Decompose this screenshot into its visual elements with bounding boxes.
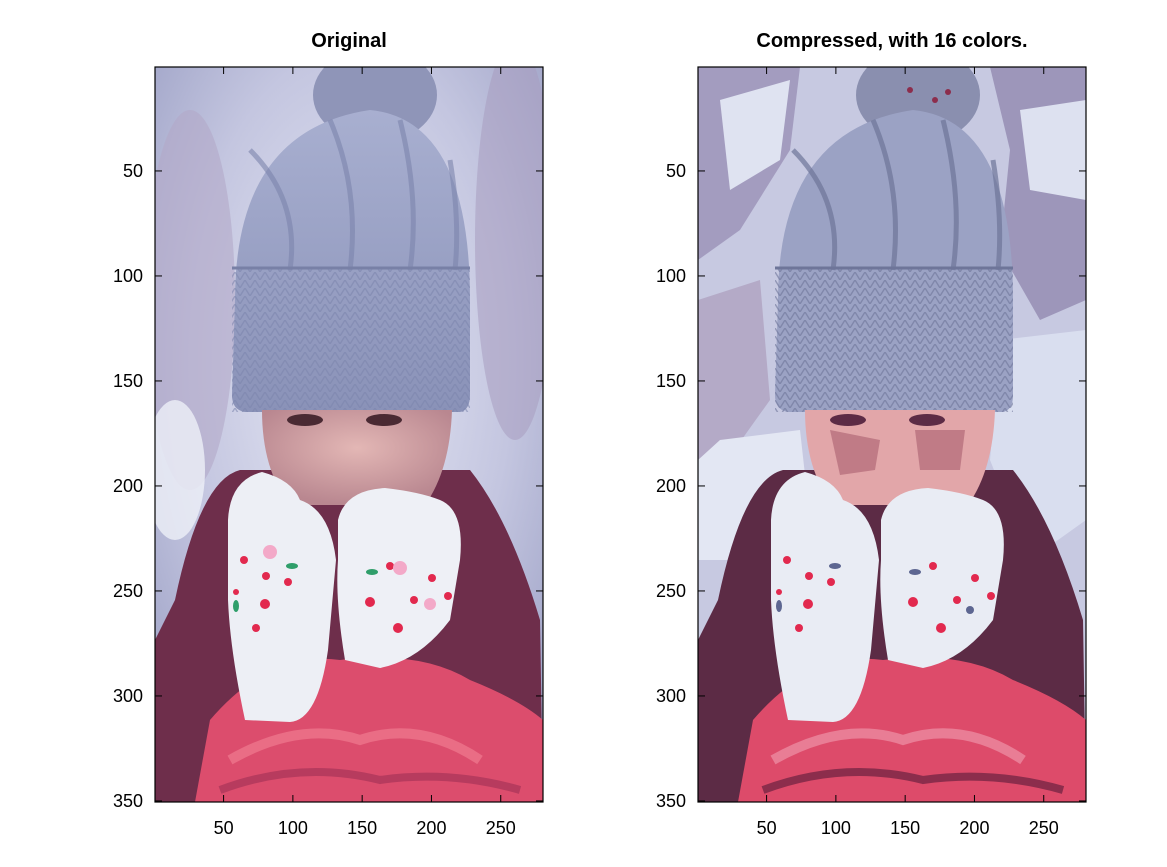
x-tick-label: 100 — [278, 818, 308, 838]
compressed-image — [698, 67, 1086, 802]
y-tick-label: 150 — [113, 371, 143, 391]
y-tick-marks: 50 100 150 200 250 300 350 — [113, 161, 543, 811]
y-tick-label: 350 — [113, 791, 143, 811]
x-tick-marks: 50 100 150 200 250 — [214, 67, 516, 838]
y-tick-label: 250 — [656, 581, 686, 601]
x-tick-label: 250 — [1029, 818, 1059, 838]
y-tick-marks: 50 100 150 200 250 300 350 — [656, 161, 1086, 811]
y-tick-label: 150 — [656, 371, 686, 391]
compressed-image-panel: 50 100 150 200 250 50 100 150 200 250 300 350 — [656, 66, 1087, 838]
x-tick-label: 200 — [959, 818, 989, 838]
y-tick-label: 300 — [656, 686, 686, 706]
y-tick-label: 50 — [123, 161, 143, 181]
x-tick-marks: 50 100 150 200 250 — [757, 67, 1059, 838]
y-tick-label: 100 — [113, 266, 143, 286]
original-image-panel: 50 100 150 200 250 50 100 150 200 250 300 350 — [113, 66, 544, 838]
chart-title-compressed: Compressed, with 16 colors. — [756, 30, 1027, 52]
original-image — [155, 67, 543, 802]
y-tick-label: 300 — [113, 686, 143, 706]
y-tick-label: 250 — [113, 581, 143, 601]
x-tick-label: 50 — [757, 818, 777, 838]
y-tick-label: 100 — [656, 266, 686, 286]
x-tick-label: 250 — [486, 818, 516, 838]
x-tick-label: 200 — [416, 818, 446, 838]
x-tick-label: 150 — [347, 818, 377, 838]
x-tick-label: 50 — [214, 818, 234, 838]
y-tick-label: 200 — [656, 476, 686, 496]
x-tick-label: 150 — [890, 818, 920, 838]
chart-title-original: Original — [311, 30, 387, 52]
y-tick-label: 50 — [666, 161, 686, 181]
y-tick-label: 350 — [656, 791, 686, 811]
x-tick-label: 100 — [821, 818, 851, 838]
y-tick-label: 200 — [113, 476, 143, 496]
